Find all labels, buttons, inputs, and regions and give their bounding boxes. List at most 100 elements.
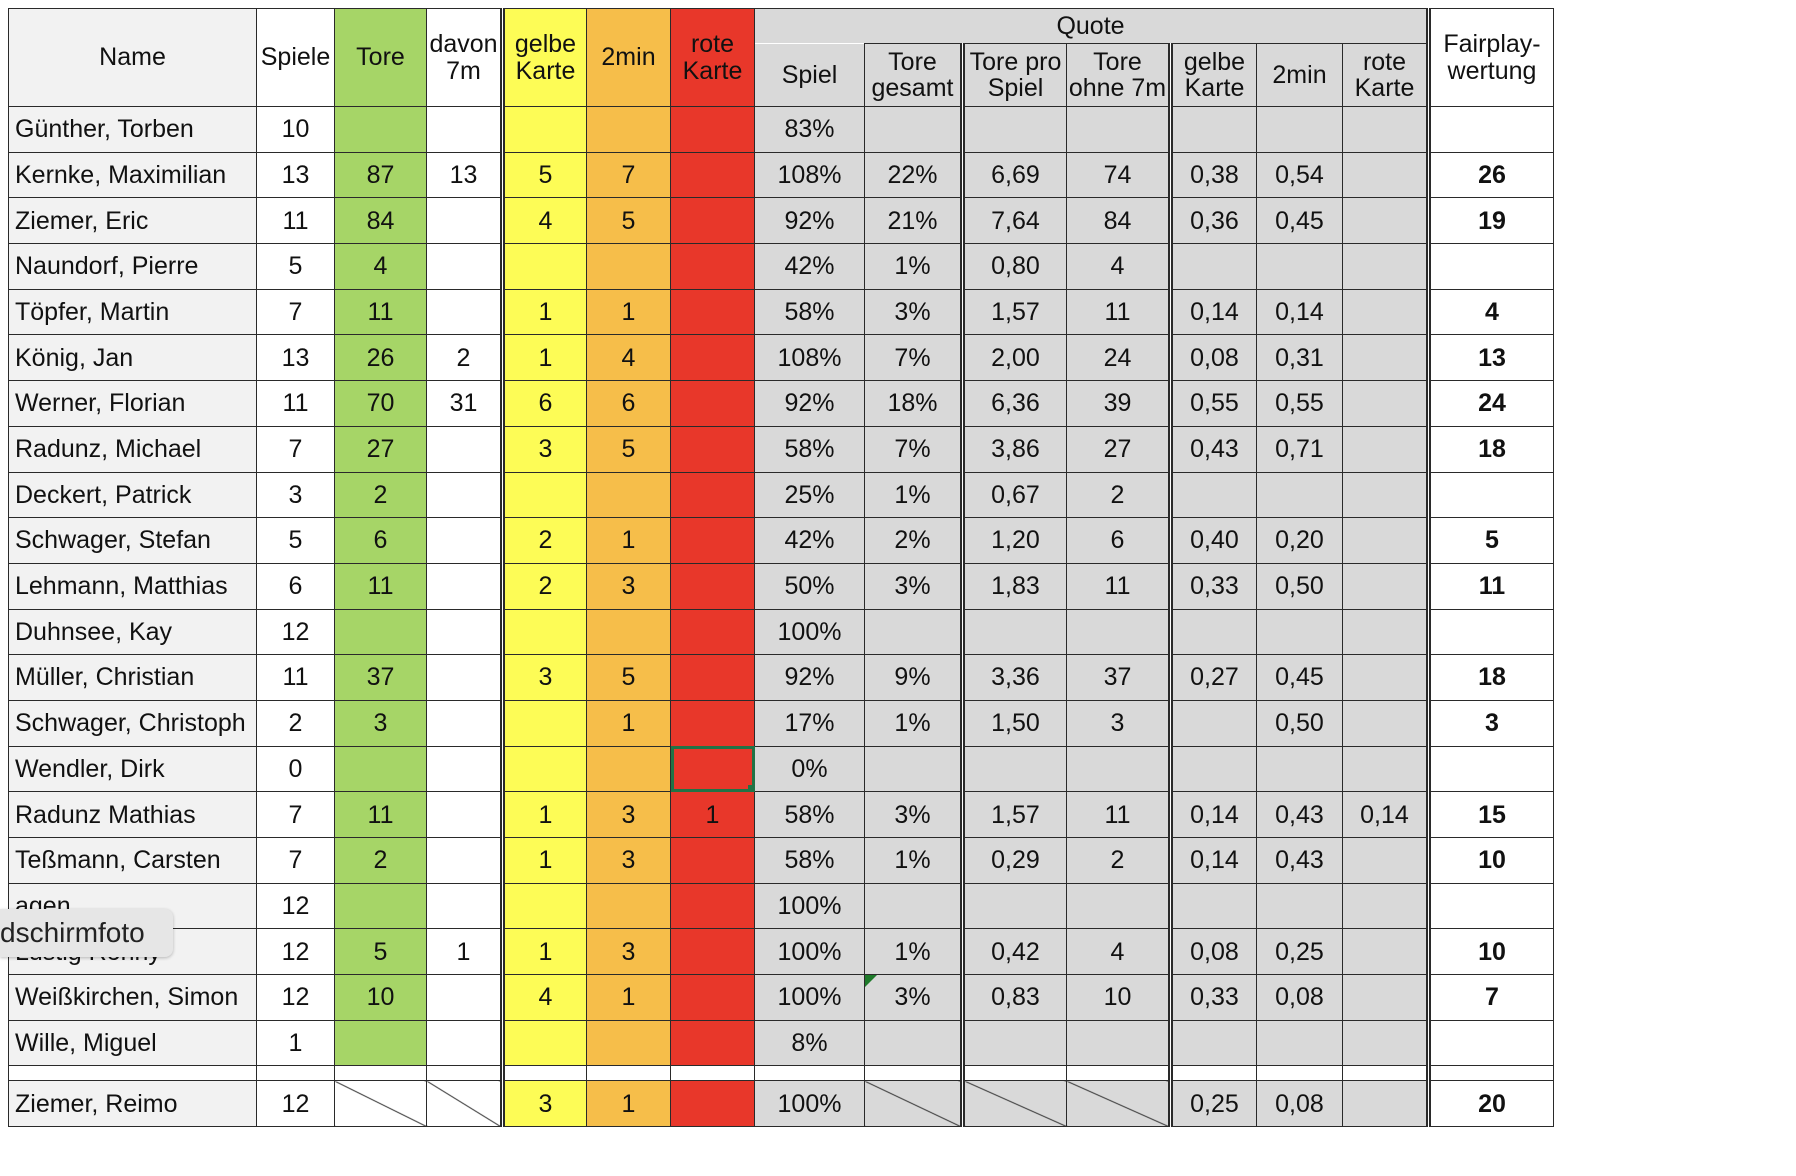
cell-quote-tore-pro-spiel[interactable]: 0,29 <box>960 837 1067 884</box>
cell-quote-tore-pro-spiel[interactable]: 1,57 <box>960 288 1067 336</box>
cell-quote-rote[interactable] <box>1342 699 1429 747</box>
cell-name[interactable]: Wendler, Dirk <box>8 745 257 793</box>
cell-quote-gelbe[interactable]: 0,55 <box>1168 380 1257 427</box>
cell-quote-tore-pro-spiel[interactable]: 1,50 <box>960 699 1067 747</box>
cell-quote-tore-ohne-7m[interactable]: 11 <box>1066 288 1171 336</box>
cell-quote-tore-pro-spiel[interactable] <box>960 106 1067 153</box>
cell-quote-2min[interactable]: 0,08 <box>1256 974 1343 1021</box>
cell-2min[interactable]: 1 <box>586 288 671 336</box>
cell-quote-tore-gesamt[interactable]: 2% <box>864 517 963 564</box>
cell-quote-rote[interactable] <box>1342 1019 1429 1067</box>
cell-quote-rote[interactable] <box>1342 562 1429 610</box>
cell-name[interactable]: Radunz, Michael <box>8 425 257 473</box>
cell-quote-2min[interactable]: 0,50 <box>1256 699 1343 747</box>
cell-davon-7m[interactable] <box>426 882 503 930</box>
header-rote-karte[interactable]: rote Karte <box>670 8 755 107</box>
cell-2min[interactable] <box>586 745 671 793</box>
cell-davon-7m[interactable] <box>426 791 503 838</box>
cell-fairplay[interactable] <box>1426 106 1554 153</box>
header-quote-rote-karte[interactable]: rote Karte <box>1342 43 1429 107</box>
cell-quote-tore-gesamt[interactable]: 1% <box>864 699 963 747</box>
cell-quote-2min[interactable]: 0,14 <box>1256 288 1343 336</box>
cell-davon-7m[interactable] <box>426 517 503 564</box>
cell-quote-spiel[interactable]: 100% <box>754 882 865 930</box>
cell-quote-tore-pro-spiel[interactable]: 0,83 <box>960 974 1067 1021</box>
cell-quote-rote[interactable] <box>1342 517 1429 564</box>
cell-quote-tore-ohne-7m[interactable] <box>1066 1080 1171 1128</box>
cell-rote-karte[interactable]: 1 <box>670 791 755 838</box>
cell-quote-spiel[interactable]: 83% <box>754 106 865 153</box>
header-spiele[interactable]: Spiele <box>256 8 335 107</box>
cell-gelbe-karte[interactable]: 1 <box>500 791 587 838</box>
cell-spiele[interactable]: 10 <box>256 106 335 153</box>
cell-spiele[interactable]: 11 <box>256 380 335 427</box>
cell-rote-karte[interactable] <box>670 425 755 473</box>
cell-quote-spiel[interactable]: 100% <box>754 928 865 976</box>
cell-davon-7m[interactable] <box>426 699 503 747</box>
cell-quote-tore-ohne-7m[interactable]: 6 <box>1066 517 1171 564</box>
cell-tore[interactable]: 70 <box>334 380 427 427</box>
cell-tore[interactable]: 11 <box>334 288 427 336</box>
cell-quote-tore-pro-spiel[interactable]: 0,42 <box>960 928 1067 976</box>
cell-quote-tore-ohne-7m[interactable]: 4 <box>1066 928 1171 976</box>
cell-quote-tore-ohne-7m[interactable]: 74 <box>1066 151 1171 199</box>
cell-2min[interactable]: 1 <box>586 517 671 564</box>
cell-gelbe-karte[interactable]: 1 <box>500 334 587 382</box>
cell-quote-tore-gesamt[interactable]: 1% <box>864 928 963 976</box>
cell-quote-tore-pro-spiel[interactable]: 7,64 <box>960 197 1067 245</box>
cell-rote-karte[interactable] <box>670 608 755 656</box>
cell-quote-tore-gesamt[interactable]: 7% <box>864 334 963 382</box>
cell-name[interactable]: Ziemer, Eric <box>8 197 257 245</box>
cell-name[interactable]: Lehmann, Matthias <box>8 562 257 610</box>
cell-gelbe-karte[interactable] <box>500 1019 587 1067</box>
cell-quote-gelbe[interactable]: 0,27 <box>1168 654 1257 701</box>
cell-quote-rote[interactable] <box>1342 608 1429 656</box>
cell-quote-tore-gesamt[interactable]: 3% <box>864 791 963 838</box>
header-name[interactable]: Name <box>8 8 257 107</box>
cell-2min[interactable] <box>586 106 671 153</box>
header-quote-tore-pro-spiel[interactable]: Tore pro Spiel <box>960 43 1067 107</box>
cell-quote-spiel[interactable]: 58% <box>754 425 865 473</box>
cell-quote-spiel[interactable]: 100% <box>754 974 865 1021</box>
header-tore[interactable]: Tore <box>334 8 427 107</box>
cell-2min[interactable]: 1 <box>586 699 671 747</box>
cell-quote-tore-gesamt[interactable]: 18% <box>864 380 963 427</box>
cell-quote-rote[interactable] <box>1342 745 1429 793</box>
cell-quote-tore-gesamt[interactable]: 7% <box>864 425 963 473</box>
cell-quote-gelbe[interactable]: 0,40 <box>1168 517 1257 564</box>
cell-quote-gelbe[interactable]: 0,33 <box>1168 974 1257 1021</box>
cell-rote-karte[interactable] <box>670 928 755 976</box>
header-fairplay[interactable]: Fairplay-wertung <box>1426 8 1554 107</box>
cell-quote-spiel[interactable]: 92% <box>754 654 865 701</box>
cell-gelbe-karte[interactable]: 4 <box>500 197 587 245</box>
cell-quote-spiel[interactable]: 25% <box>754 471 865 519</box>
cell-gelbe-karte[interactable] <box>500 882 587 930</box>
cell-name[interactable]: Müller, Christian <box>8 654 257 701</box>
cell-davon-7m[interactable] <box>426 425 503 473</box>
cell-davon-7m[interactable] <box>426 243 503 290</box>
cell-quote-spiel[interactable]: 0% <box>754 745 865 793</box>
cell-quote-2min[interactable] <box>1256 106 1343 153</box>
cell-quote-spiel[interactable]: 108% <box>754 151 865 199</box>
cell-quote-spiel[interactable]: 92% <box>754 380 865 427</box>
cell-fairplay[interactable]: 20 <box>1426 1080 1554 1128</box>
cell-2min[interactable]: 6 <box>586 380 671 427</box>
cell-tore[interactable]: 2 <box>334 471 427 519</box>
cell-quote-2min[interactable]: 0,31 <box>1256 334 1343 382</box>
cell-quote-gelbe[interactable]: 0,38 <box>1168 151 1257 199</box>
cell-quote-tore-ohne-7m[interactable]: 24 <box>1066 334 1171 382</box>
cell-quote-tore-ohne-7m[interactable] <box>1066 106 1171 153</box>
cell-quote-2min[interactable]: 0,54 <box>1256 151 1343 199</box>
cell-davon-7m[interactable] <box>426 288 503 336</box>
cell-quote-tore-gesamt[interactable]: 1% <box>864 471 963 519</box>
cell-fairplay[interactable] <box>1426 608 1554 656</box>
cell-tore[interactable] <box>334 745 427 793</box>
cell-tore[interactable]: 4 <box>334 243 427 290</box>
cell-fairplay[interactable]: 18 <box>1426 654 1554 701</box>
cell-2min[interactable]: 3 <box>586 837 671 884</box>
cell-quote-tore-gesamt[interactable] <box>864 745 963 793</box>
cell-rote-karte[interactable] <box>670 197 755 245</box>
cell-2min[interactable] <box>586 1019 671 1067</box>
cell-2min[interactable]: 5 <box>586 654 671 701</box>
cell-quote-tore-gesamt[interactable]: 3% <box>864 288 963 336</box>
